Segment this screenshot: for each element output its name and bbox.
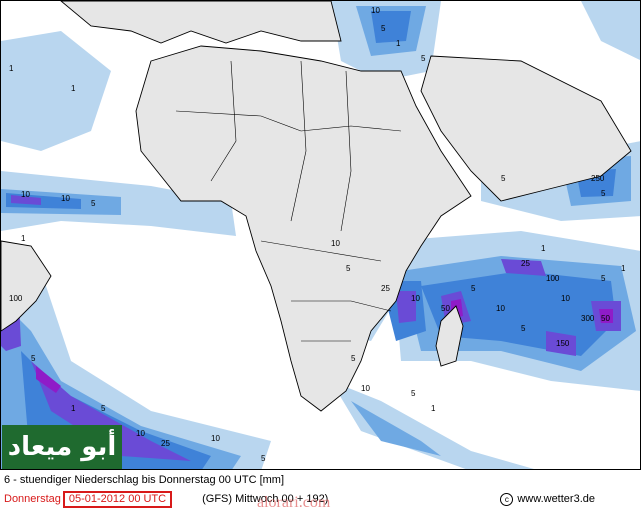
contour-label: 25 <box>381 284 390 293</box>
contour-label: 10 <box>561 294 570 303</box>
contour-label: 300 <box>581 314 595 323</box>
contour-label: 5 <box>381 24 386 33</box>
model-run-info: (GFS) Mittwoch 00 + 192) <box>202 493 329 505</box>
contour-label: 10 <box>371 6 380 15</box>
valid-day: Donnerstag <box>4 493 61 505</box>
logo-badge: أبو ميعاد <box>2 425 122 469</box>
caption-title: 6 - stuendiger Niederschlag bis Donnerst… <box>4 474 285 486</box>
contour-label: 1 <box>9 64 14 73</box>
copyright-text: www.wetter3.de <box>517 493 595 505</box>
contour-label: 5 <box>521 324 526 333</box>
contour-label: 5 <box>501 174 506 183</box>
logo-text: أبو ميعاد <box>7 432 117 462</box>
contour-label: 50 <box>441 304 450 313</box>
contour-label: 50 <box>601 314 610 323</box>
contour-label: 5 <box>471 284 476 293</box>
contour-label: 25 <box>521 259 530 268</box>
contour-label: 1 <box>396 39 401 48</box>
caption-validity: Donnerstag 05-01-2012 00 UTC (GFS) Mittwoc… <box>4 491 329 508</box>
contour-label: 5 <box>601 189 606 198</box>
contour-label: 250 <box>591 174 605 183</box>
contour-label: 10 <box>411 294 420 303</box>
copyright: c www.wetter3.de <box>500 493 595 506</box>
contour-label: 10 <box>331 239 340 248</box>
contour-label: 100 <box>546 274 560 283</box>
contour-label: 5 <box>261 454 266 463</box>
landmass-layer <box>1 1 632 412</box>
copyright-icon: c <box>500 493 514 506</box>
contour-label: 100 <box>9 294 23 303</box>
contour-label: 5 <box>31 354 36 363</box>
contour-label: 5 <box>421 54 426 63</box>
contour-label: 10 <box>61 194 70 203</box>
contour-label: 1 <box>621 264 626 273</box>
map-caption: 6 - stuendiger Niederschlag bis Donnerst… <box>0 472 641 512</box>
precipitation-map: 1 1 10 10 5 1 100 5 1 5 10 25 10 5 10 5 1 5 5 250 5 10 5 25 10 50… <box>0 0 641 470</box>
contour-label: 5 <box>101 404 106 413</box>
contour-label: 5 <box>351 354 356 363</box>
contour-label: 5 <box>346 264 351 273</box>
contour-label: 10 <box>361 384 370 393</box>
contour-label: 10 <box>136 429 145 438</box>
contour-label: 5 <box>601 274 606 283</box>
contour-label: 1 <box>71 84 76 93</box>
contour-label: 150 <box>556 339 570 348</box>
contour-label: 25 <box>161 439 170 448</box>
watermark: alorari.com <box>257 494 331 511</box>
contour-label: 10 <box>21 190 30 199</box>
contour-label: 1 <box>71 404 76 413</box>
contour-label: 10 <box>211 434 220 443</box>
contour-label: 1 <box>541 244 546 253</box>
contour-label: 1 <box>431 404 436 413</box>
contour-label: 10 <box>496 304 505 313</box>
valid-date: 05-01-2012 00 UTC <box>62 491 173 508</box>
contour-label: 5 <box>411 389 416 398</box>
contour-label: 5 <box>91 199 96 208</box>
contour-label: 1 <box>21 234 26 243</box>
